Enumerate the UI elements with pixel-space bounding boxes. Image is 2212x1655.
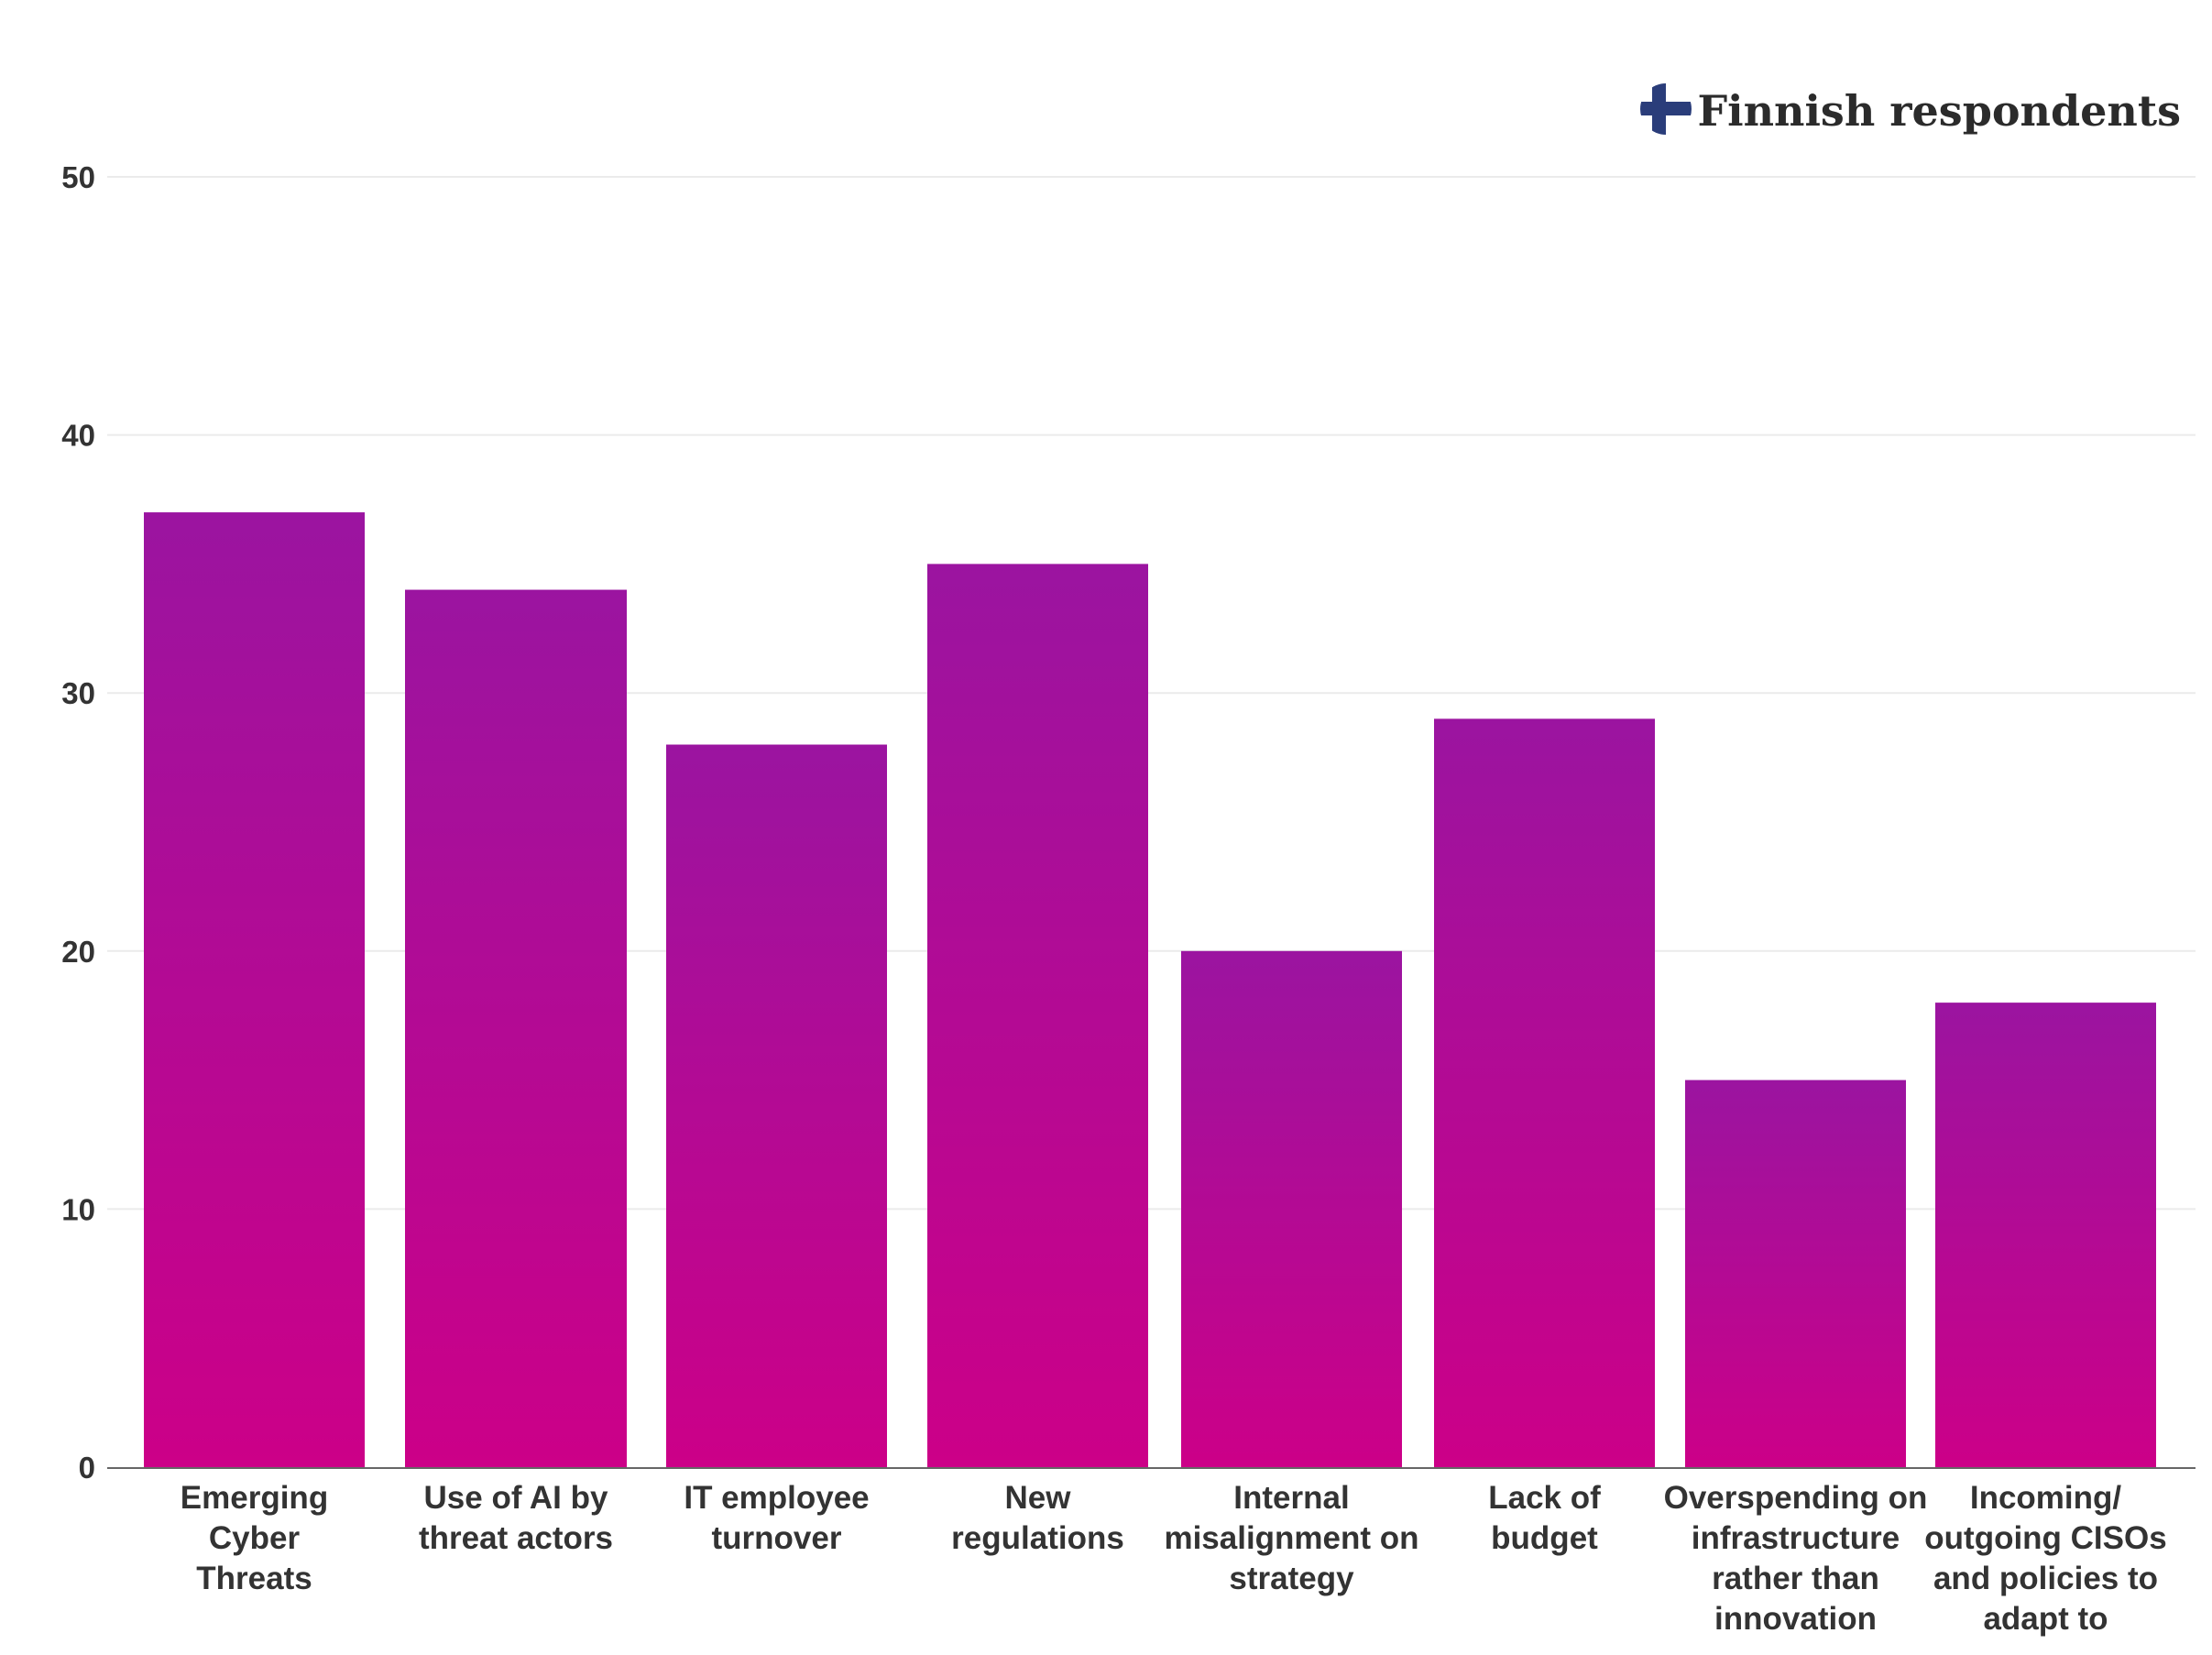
finland-flag-icon (1640, 83, 1692, 135)
x-tick-label-line: and policies to (1933, 1561, 2158, 1596)
x-tick-label-line: Overspending on (1664, 1480, 1928, 1516)
bar (1935, 1003, 2156, 1467)
x-tick-label-line: Use of AI by (424, 1480, 608, 1516)
legend: Finnish respondents (1640, 83, 2181, 136)
bar (666, 744, 887, 1467)
y-tick-label: 30 (61, 676, 95, 710)
y-tick-label: 20 (61, 935, 95, 969)
x-tick-label-line: Emerging (181, 1480, 328, 1516)
x-tick-label: Overspending on infrastructure rather than… (1664, 1480, 1928, 1637)
x-tick-label-line: innovation (1714, 1601, 1877, 1637)
legend-label: Finnish respondents (1697, 86, 2181, 136)
bar (1181, 950, 1402, 1467)
bar (1685, 1080, 1906, 1467)
x-tick-label: Lack of budget (1488, 1480, 1601, 1556)
bars (144, 512, 2156, 1467)
bar (927, 564, 1148, 1467)
y-axis: 0 10 20 30 40 50 (61, 160, 95, 1485)
x-tick-label-line: New (1005, 1480, 1072, 1516)
x-tick-label: Incoming/outgoing CISOs and policies to ad… (1924, 1480, 2166, 1637)
x-tick-label: Emerging Cyber Threats (181, 1480, 328, 1596)
x-tick-label-line: misalignment on (1164, 1520, 1418, 1556)
x-tick-label-line: budget (1491, 1520, 1598, 1556)
x-tick-label: Internal misalignment on strategy (1164, 1480, 1418, 1596)
x-tick-label-line: turnover (712, 1520, 842, 1556)
x-tick-label: New regulations (951, 1480, 1124, 1556)
x-tick-label-line: Incoming/ (1970, 1480, 2122, 1516)
x-tick-label: IT employee turnover (684, 1480, 869, 1556)
x-tick-label-line: adapt to (1983, 1601, 2108, 1637)
x-tick-label-line: Internal (1233, 1480, 1349, 1516)
x-tick-label-line: regulations (951, 1520, 1124, 1556)
y-tick-label: 50 (61, 160, 95, 194)
x-tick-label-line: Threats (196, 1561, 312, 1596)
x-tick-label-line: rather than (1712, 1561, 1879, 1596)
x-tick-label-line: outgoing CISOs (1924, 1520, 2166, 1556)
y-tick-label: 40 (61, 419, 95, 453)
x-tick-label-line: IT employee (684, 1480, 869, 1516)
x-tick-label-line: strategy (1229, 1561, 1354, 1596)
bar (1434, 718, 1655, 1467)
bar (144, 512, 365, 1467)
y-tick-label: 0 (79, 1451, 95, 1485)
y-tick-label: 10 (61, 1192, 95, 1226)
x-tick-label-line: infrastructure (1692, 1520, 1900, 1556)
x-axis: Emerging Cyber Threats Use of AI by threat a… (181, 1480, 2167, 1637)
x-tick-label-line: threat actors (419, 1520, 613, 1556)
bar (405, 589, 627, 1467)
x-tick-label: Use of AI by threat actors (419, 1480, 613, 1556)
x-tick-label-line: Lack of (1488, 1480, 1601, 1516)
x-tick-label-line: Cyber (209, 1520, 301, 1556)
